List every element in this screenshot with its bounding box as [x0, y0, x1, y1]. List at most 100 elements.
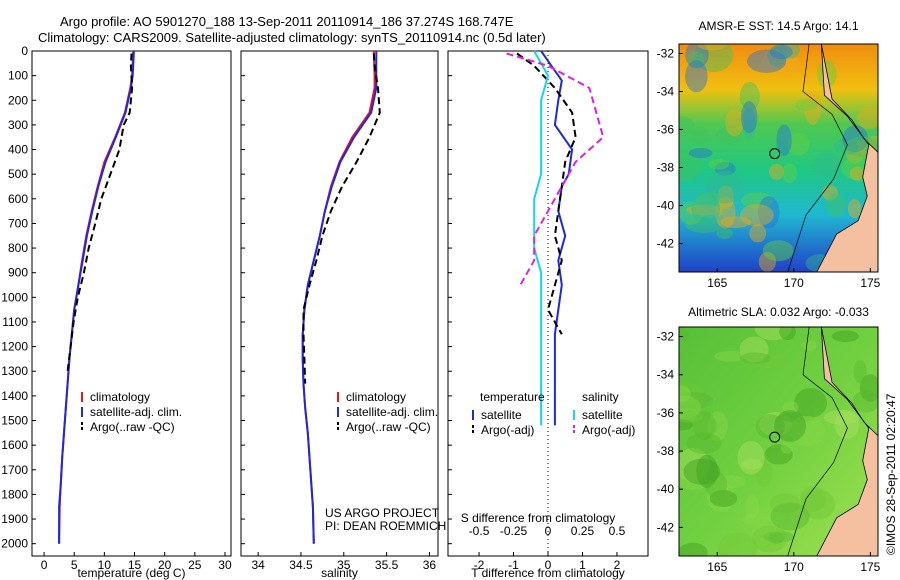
legend-label: satellite-adj. clim. — [346, 405, 438, 419]
xtick-label: 35 — [337, 558, 351, 572]
field-blob — [781, 163, 798, 183]
xtick-label: 20 — [158, 558, 172, 572]
field-blob — [688, 147, 713, 159]
field-blob — [696, 454, 718, 488]
field-blob — [686, 204, 723, 216]
map-xtick-label: 165 — [707, 276, 727, 290]
ytick-label: 300 — [8, 118, 28, 132]
ytick-label: 1800 — [1, 487, 28, 501]
field-blob — [697, 44, 727, 51]
s-tick-label: -0.5 — [469, 524, 490, 538]
field-blob — [685, 60, 708, 93]
ytick-label: 100 — [8, 69, 28, 83]
field-blob — [794, 388, 828, 418]
field-blob — [679, 395, 701, 420]
field-blob — [833, 138, 858, 155]
map-ytick-label: -36 — [657, 123, 675, 137]
field-blob — [679, 382, 704, 406]
field-blob — [714, 161, 736, 176]
field-blob — [778, 44, 800, 59]
field-blob — [746, 49, 787, 73]
legend-label: Argo(..raw -QC) — [90, 420, 175, 434]
s-axis-label: S difference from climatology — [461, 511, 616, 525]
legend-label: satellite — [481, 408, 522, 422]
field-blob — [834, 411, 860, 439]
map-ytick-label: -36 — [657, 406, 675, 420]
ytick-label: 700 — [8, 216, 28, 230]
field-blob — [754, 327, 792, 341]
series-line-black — [516, 52, 577, 335]
xtick-label: 2 — [614, 558, 621, 572]
s-tick-label: 0 — [545, 524, 552, 538]
ytick-label: 1000 — [1, 290, 28, 304]
map-texture — [679, 327, 878, 556]
field-blob — [740, 101, 758, 134]
credit-pi: PI: DEAN ROEMMICH — [325, 519, 447, 533]
field-blob — [853, 360, 867, 384]
map-ytick-label: -38 — [657, 444, 675, 458]
map-ytick-label: -42 — [657, 520, 675, 534]
xtick-label: 25 — [188, 558, 202, 572]
x-axis-label: T difference from climatology — [471, 566, 625, 580]
field-blob — [679, 542, 708, 556]
field-blob — [737, 440, 765, 475]
xtick-label: -2 — [474, 558, 485, 572]
figure-title-line2: Climatology: CARS2009. Satellite-adjuste… — [38, 30, 546, 45]
series-line-magenta — [506, 52, 605, 286]
xtick-label: 35.5 — [375, 558, 399, 572]
field-blob — [741, 512, 781, 527]
map-ytick-label: -38 — [657, 161, 675, 175]
depth-contour — [787, 327, 848, 556]
ytick-label: 1400 — [1, 389, 28, 403]
field-blob — [694, 44, 734, 73]
argo-position-marker — [769, 431, 781, 443]
xtick-label: 36 — [423, 558, 437, 572]
field-blob — [679, 201, 704, 225]
field-blob — [747, 352, 787, 369]
field-blob — [679, 470, 711, 490]
ytick-label: 600 — [8, 192, 28, 206]
map-xtick-label: 170 — [784, 276, 804, 290]
s-tick-label: -0.25 — [500, 524, 528, 538]
field-blob — [679, 447, 710, 482]
xtick-label: 0 — [545, 558, 552, 572]
map-ytick-label: -42 — [657, 237, 675, 251]
field-blob — [752, 525, 788, 553]
field-blob — [683, 458, 721, 485]
ytick-label: 1300 — [1, 364, 28, 378]
legend-label: Argo(-adj) — [582, 423, 635, 437]
field-blob — [706, 170, 744, 204]
s-tick-label: 0.5 — [609, 524, 626, 538]
ytick-label: 1100 — [2, 315, 28, 329]
field-blob — [763, 531, 795, 543]
field-blob — [758, 196, 780, 229]
xtick-label: 5 — [71, 558, 78, 572]
field-blob — [804, 91, 822, 125]
ytick-label: 500 — [8, 167, 28, 181]
series-line-black — [302, 53, 381, 384]
field-blob — [776, 124, 792, 156]
map-frame — [678, 43, 879, 273]
field-blob — [739, 352, 771, 364]
xtick-label: 10 — [98, 558, 112, 572]
field-blob — [715, 196, 736, 229]
ytick-label: 1500 — [1, 414, 28, 428]
ytick-label: 0 — [21, 44, 28, 58]
field-blob — [852, 390, 878, 413]
field-blob — [799, 486, 827, 512]
map-ytick-label: -34 — [657, 85, 675, 99]
field-blob — [802, 340, 817, 351]
field-blob — [739, 82, 760, 111]
map-xtick-label: 170 — [784, 560, 804, 574]
field-blob — [769, 493, 801, 514]
field-blob — [801, 489, 836, 520]
field-blob — [695, 419, 719, 435]
field-blob — [780, 442, 793, 454]
legend-label: Argo(-adj) — [481, 423, 534, 437]
field-blob — [778, 411, 816, 423]
map-frame — [678, 326, 879, 557]
field-blob — [745, 494, 760, 519]
field-blob — [679, 151, 701, 182]
legend-title-salinity: salinity — [582, 390, 619, 404]
map-ytick-label: -40 — [657, 482, 675, 496]
